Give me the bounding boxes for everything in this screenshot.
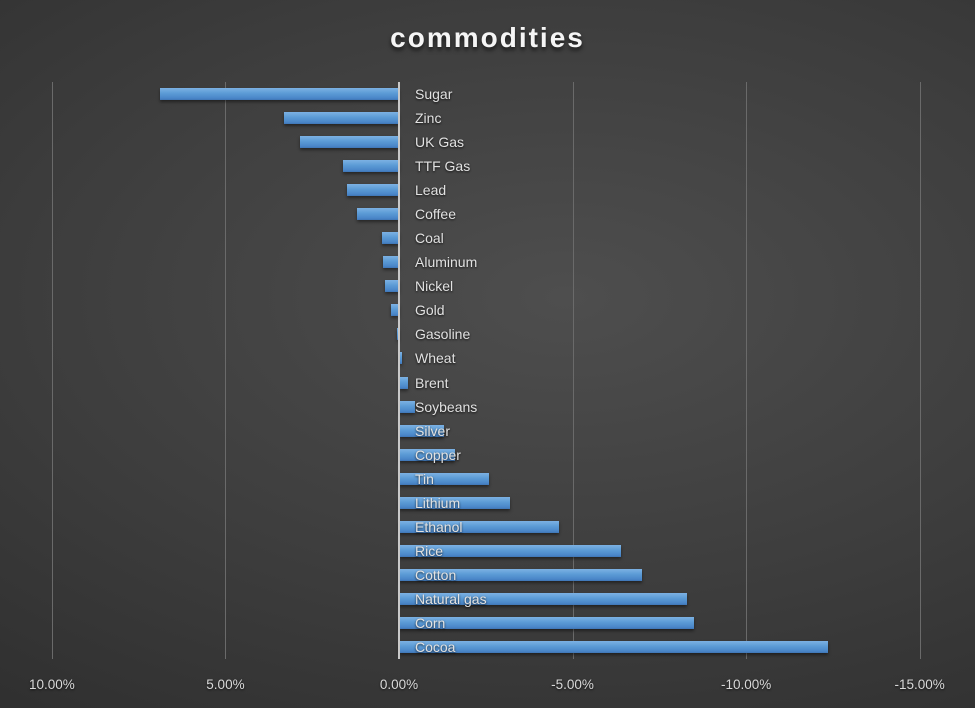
- bar-rice: [399, 544, 622, 557]
- bar-natural-gas: [399, 592, 688, 605]
- category-label: Soybeans: [415, 398, 478, 415]
- bar-silver: [399, 424, 445, 437]
- category-label: Nickel: [415, 278, 454, 295]
- category-label: Natural gas: [415, 590, 487, 607]
- bar-ethanol: [399, 520, 559, 533]
- gridline: [746, 82, 748, 659]
- bar-uk-gas: [300, 136, 399, 149]
- bar-aluminum: [383, 256, 399, 269]
- category-label: UK Gas: [415, 134, 465, 151]
- category-label: Cotton: [415, 566, 457, 583]
- x-axis-tick-label: -15.00%: [894, 677, 945, 692]
- bar-zinc: [284, 112, 399, 125]
- zero-axis-line: [398, 82, 400, 659]
- category-label: Tin: [415, 470, 434, 487]
- category-label: Silver: [415, 422, 451, 439]
- bar-gold: [391, 304, 399, 317]
- x-axis-tick-label: 0.00%: [379, 677, 419, 692]
- bar-lead: [346, 184, 399, 197]
- category-label: Rice: [415, 542, 444, 559]
- bar-corn: [399, 616, 695, 629]
- bar-copper: [399, 448, 455, 461]
- category-label: Aluminum: [415, 254, 478, 271]
- x-axis-tick-label: -5.00%: [551, 677, 594, 692]
- bar-brent: [399, 376, 409, 389]
- gridline: [225, 82, 227, 659]
- bar-soybeans: [399, 400, 415, 413]
- gridline: [572, 82, 574, 659]
- category-label: Copper: [415, 446, 461, 463]
- bar-coal: [381, 232, 399, 245]
- category-label: Ethanol: [415, 518, 463, 535]
- category-label: Coal: [415, 230, 444, 247]
- x-axis-tick-label: -10.00%: [720, 677, 772, 692]
- gridline: [51, 82, 53, 659]
- bar-nickel: [385, 280, 399, 293]
- bar-ttf-gas: [343, 160, 399, 173]
- bar-wheat: [399, 352, 403, 365]
- bar-tin: [399, 472, 490, 485]
- x-axis-tick-label: 5.00%: [206, 677, 245, 692]
- category-label: TTF Gas: [415, 158, 471, 175]
- category-label: Lithium: [415, 494, 461, 511]
- category-label: Wheat: [415, 350, 456, 367]
- category-label: Coffee: [415, 206, 456, 223]
- category-label: Gold: [415, 302, 445, 319]
- bar-lithium: [399, 496, 511, 509]
- category-label: Brent: [415, 374, 449, 391]
- gridline: [919, 82, 921, 659]
- category-label: Corn: [415, 614, 446, 631]
- x-axis-tick-label: 10.00%: [28, 677, 75, 692]
- category-label: Cocoa: [415, 638, 456, 655]
- category-label: Sugar: [415, 86, 453, 103]
- category-label: Zinc: [415, 110, 442, 127]
- bar-cotton: [399, 568, 642, 581]
- bar-coffee: [357, 208, 399, 221]
- category-label: Gasoline: [415, 326, 471, 343]
- bar-sugar: [159, 88, 399, 101]
- bar-cocoa: [399, 640, 828, 653]
- chart-title: commodities: [390, 22, 585, 53]
- category-label: Lead: [415, 182, 447, 199]
